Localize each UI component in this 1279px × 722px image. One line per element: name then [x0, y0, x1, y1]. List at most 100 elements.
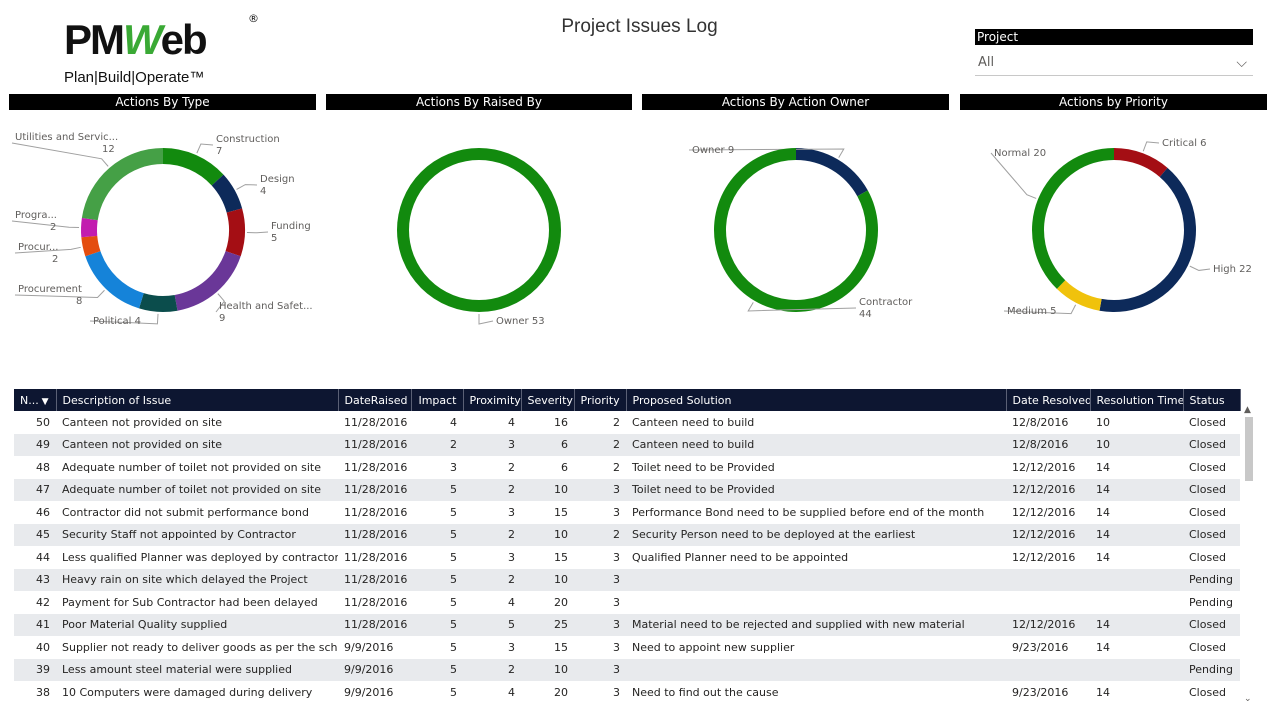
table-row[interactable]: 40 Supplier not ready to deliver goods as… — [14, 636, 1240, 659]
slice-label: Funding — [271, 221, 311, 232]
table-cell: 9/9/2016 — [344, 685, 394, 699]
column-header-6[interactable]: Priority — [574, 389, 627, 411]
table-row[interactable]: 42 Payment for Sub Contractor had been de… — [14, 591, 1240, 614]
donut-slice[interactable] — [174, 251, 241, 311]
table-cell: 12/8/2016 — [1006, 433, 1090, 456]
table-cell: Closed — [1183, 523, 1240, 546]
table-cell: 12/12/2016 — [1006, 523, 1090, 546]
column-header-4[interactable]: Proximity — [463, 389, 522, 411]
table-cell: 14 — [1096, 640, 1110, 654]
table-cell: 2 — [463, 568, 521, 591]
slice-value-label: 5 — [271, 233, 277, 244]
table-cell: Closed — [1189, 550, 1226, 564]
table-row[interactable]: 43 Heavy rain on site which delayed the P… — [14, 568, 1240, 591]
table-cell: Heavy rain on site which delayed the Pro… — [56, 568, 338, 591]
table-cell: 11/28/2016 — [338, 433, 411, 456]
donut-slice[interactable] — [1114, 148, 1168, 177]
table-cell: 11/28/2016 — [344, 595, 408, 609]
table-row[interactable]: 48 Adequate number of toilet not provided… — [14, 456, 1240, 479]
column-header-label: Severity — [527, 393, 573, 407]
sort-desc-icon[interactable]: ▼ — [38, 396, 49, 407]
table-row[interactable]: 38 10 Computers were damaged during deliv… — [14, 681, 1240, 704]
column-header-8[interactable]: Date Resolved — [1006, 389, 1091, 411]
table-row[interactable]: 39 Less amount steel material were suppli… — [14, 658, 1240, 681]
table-cell — [626, 568, 1006, 591]
table-scrollbar[interactable]: ▲ ⌄ — [1244, 405, 1254, 704]
table-cell: 5 — [463, 613, 521, 636]
donut-slice[interactable] — [139, 293, 178, 312]
project-slicer: Project All ⌵ — [975, 29, 1253, 76]
table-cell: 10 Computers were damaged during deliver… — [62, 685, 313, 699]
donut-slice[interactable] — [1032, 148, 1114, 289]
table-row[interactable]: 49 Canteen not provided on site 11/28/2016… — [14, 433, 1240, 456]
table-cell — [1090, 568, 1183, 591]
table-row[interactable]: 45 Security Staff not appointed by Contra… — [14, 523, 1240, 546]
table-cell: 4 — [450, 415, 457, 429]
column-header-7[interactable]: Proposed Solution — [626, 389, 1007, 411]
table-row[interactable]: 44 Less qualified Planner was deployed by… — [14, 546, 1240, 569]
table-cell: 3 — [508, 640, 515, 654]
slice-value-label: 7 — [216, 146, 222, 157]
donut-slice[interactable] — [1099, 167, 1196, 312]
table-cell — [626, 591, 1006, 614]
leader-line — [11, 142, 109, 167]
table-cell: 11/28/2016 — [338, 523, 411, 546]
column-header-1[interactable]: Description of Issue — [56, 389, 339, 411]
table-cell: 5 — [450, 640, 457, 654]
table-cell: 5 — [450, 505, 457, 519]
column-header-label: N... — [20, 393, 39, 407]
table-cell: Pending — [1183, 658, 1240, 681]
table-cell: 11/28/2016 — [344, 460, 408, 474]
slice-value-label: 44 — [859, 309, 872, 320]
donut-slice[interactable] — [397, 148, 561, 312]
column-header-5[interactable]: Severity — [521, 389, 575, 411]
column-header-9[interactable]: Resolution Time — [1090, 389, 1184, 411]
table-cell: 6 — [521, 433, 574, 456]
column-header-0[interactable]: N... ▼ — [14, 389, 57, 411]
column-header-label: Proposed Solution — [632, 393, 732, 407]
table-cell: 9/9/2016 — [344, 640, 394, 654]
column-header-10[interactable]: Status — [1183, 389, 1241, 411]
project-dropdown[interactable]: All ⌵ — [975, 51, 1253, 76]
table-cell: 5 — [411, 568, 463, 591]
scroll-up-icon[interactable]: ▲ — [1244, 405, 1251, 415]
logo-tagline: Plan|Build|Operate™ — [64, 69, 205, 86]
donut-slice[interactable] — [80, 217, 98, 238]
table-row[interactable]: 41 Poor Material Quality supplied 11/28/20… — [14, 613, 1240, 636]
column-header-label: Date Resolved — [1012, 393, 1090, 407]
column-header-label: Description of Issue — [62, 393, 172, 407]
table-row[interactable]: 47 Adequate number of toilet not provided… — [14, 478, 1240, 501]
leader-line — [1142, 141, 1160, 152]
leader-line — [14, 289, 105, 298]
table-cell: 11/28/2016 — [338, 478, 411, 501]
table-cell — [1006, 658, 1090, 681]
table-cell: 47 — [14, 478, 56, 501]
scrollbar-thumb[interactable] — [1245, 417, 1253, 481]
scroll-down-icon[interactable]: ⌄ — [1244, 694, 1252, 704]
column-header-2[interactable]: DateRaised — [338, 389, 412, 411]
donut-slice[interactable] — [225, 208, 245, 257]
donut-slice[interactable] — [796, 148, 868, 197]
project-dropdown-value: All — [978, 55, 995, 70]
logo-registered-mark: ® — [248, 12, 259, 25]
donut-slice[interactable] — [211, 174, 243, 213]
donut-slice[interactable] — [163, 148, 224, 186]
table-row[interactable]: 50 Canteen not provided on site 11/28/2016… — [14, 411, 1240, 434]
table-cell: 2 — [574, 523, 626, 546]
column-header-label: Impact — [418, 393, 457, 407]
column-header-3[interactable]: Impact — [411, 389, 464, 411]
table-cell: Poor Material Quality supplied — [56, 613, 338, 636]
table-header-row: N... ▼ Description of Issue DateRaised Impa… — [14, 389, 1241, 411]
table-cell: 3 — [508, 505, 515, 519]
table-cell: Closed — [1183, 433, 1240, 456]
donut-slice[interactable] — [81, 148, 163, 221]
table-row[interactable]: 46 Contractor did not submit performance … — [14, 501, 1240, 524]
donut-slice[interactable] — [85, 251, 144, 309]
table-cell: Closed — [1189, 640, 1226, 654]
donut-slice[interactable] — [1056, 280, 1102, 311]
donut-slice[interactable] — [81, 235, 101, 257]
table-cell: Supplier not ready to deliver goods as p… — [62, 640, 338, 654]
table-cell: Toilet need to be Provided — [632, 460, 775, 474]
table-cell: 2 — [574, 433, 626, 456]
table-cell: 12/12/2016 — [1012, 505, 1076, 519]
